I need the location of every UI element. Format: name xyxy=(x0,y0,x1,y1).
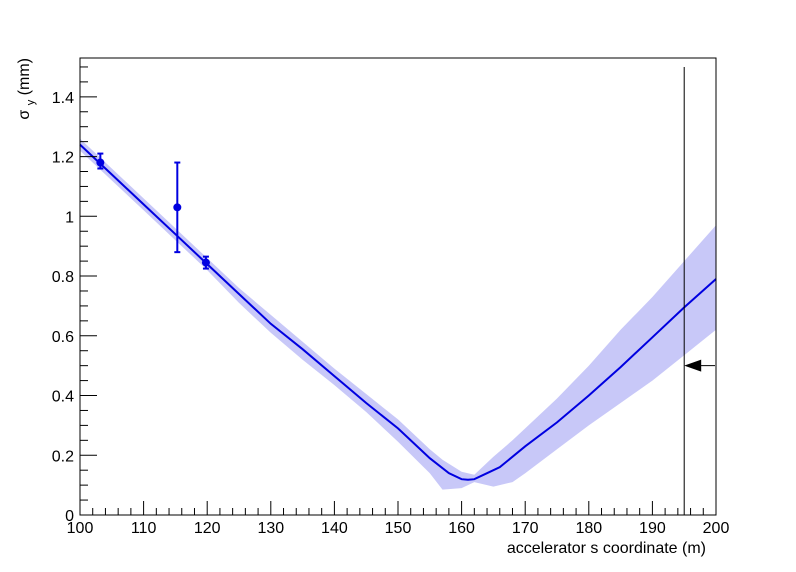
y-axis-title-subscript: y xyxy=(25,99,37,105)
y-tick-label: 0.8 xyxy=(52,269,74,286)
data-points-layer xyxy=(96,152,210,270)
x-tick-label: 110 xyxy=(131,520,157,537)
x-tick-label: 160 xyxy=(448,520,475,537)
point-marker xyxy=(173,203,182,212)
y-tick-label: 0.4 xyxy=(52,389,74,406)
data-point-1 xyxy=(96,152,105,170)
x-tick-label: 200 xyxy=(703,520,730,537)
y-tick-label: 1 xyxy=(65,209,74,226)
uncertainty-band xyxy=(80,138,716,490)
data-point-3 xyxy=(201,255,210,270)
x-tick-label: 100 xyxy=(67,520,94,537)
point-marker xyxy=(201,258,210,267)
y-tick-label: 1.4 xyxy=(52,90,74,107)
uncertainty-band-layer xyxy=(80,138,716,490)
x-axis: 100 110 120 130 140 150 160 170 180 190 200 xyxy=(67,501,730,537)
y-axis-title: σ y (mm) xyxy=(16,58,38,120)
y-tick-label: 1.2 xyxy=(52,150,74,167)
marker-layer xyxy=(683,66,715,515)
x-tick-label: 180 xyxy=(575,520,602,537)
x-tick-label: 140 xyxy=(321,520,348,537)
data-point-2 xyxy=(173,161,182,254)
point-marker xyxy=(96,158,105,167)
y-tick-label: 0 xyxy=(65,508,74,525)
x-tick-label: 130 xyxy=(257,520,284,537)
y-axis-title-unit: (mm) xyxy=(16,58,33,95)
y-axis-title-symbol: σ xyxy=(16,110,33,120)
x-axis-title: accelerator s coordinate (m) xyxy=(507,540,706,557)
y-tick-label: 0.6 xyxy=(52,329,74,346)
y-tick-label: 0.2 xyxy=(52,448,74,465)
x-tick-label: 150 xyxy=(385,520,412,537)
x-tick-label: 170 xyxy=(512,520,539,537)
x-tick-label: 120 xyxy=(194,520,221,537)
arrow-head xyxy=(684,359,702,372)
y-axis: 0 0.2 0.4 0.6 0.8 1 1.2 1.4 xyxy=(52,66,97,525)
x-tick-label: 190 xyxy=(639,520,666,537)
